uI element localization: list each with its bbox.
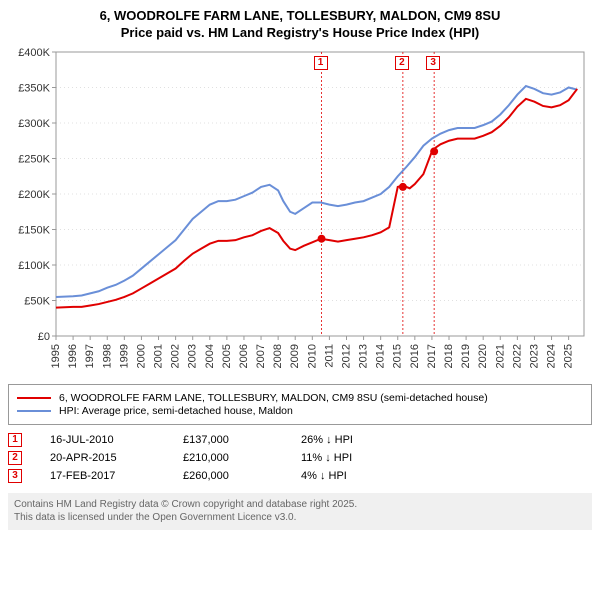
- svg-text:£150K: £150K: [18, 224, 50, 236]
- sale-row: 2 20-APR-2015 £210,000 11% ↓ HPI: [8, 449, 592, 467]
- svg-text:2011: 2011: [323, 344, 335, 368]
- sale-delta: 11% ↓ HPI: [301, 452, 411, 464]
- svg-text:2017: 2017: [426, 344, 438, 368]
- sale-marker-badge-2: 2: [395, 56, 409, 70]
- legend-item: HPI: Average price, semi-detached house,…: [17, 405, 583, 417]
- svg-text:2001: 2001: [153, 344, 165, 368]
- svg-text:2014: 2014: [375, 344, 387, 368]
- svg-text:2006: 2006: [238, 344, 250, 368]
- svg-text:2025: 2025: [563, 344, 575, 368]
- legend-label: 6, WOODROLFE FARM LANE, TOLLESBURY, MALD…: [59, 392, 488, 404]
- sale-row: 3 17-FEB-2017 £260,000 4% ↓ HPI: [8, 467, 592, 485]
- legend-swatch: [17, 397, 51, 400]
- svg-text:2021: 2021: [494, 344, 506, 368]
- svg-text:2007: 2007: [255, 344, 267, 368]
- svg-text:2005: 2005: [221, 344, 233, 368]
- legend-swatch: [17, 410, 51, 413]
- chart-title: 6, WOODROLFE FARM LANE, TOLLESBURY, MALD…: [8, 8, 592, 42]
- sale-row-badge: 1: [8, 433, 22, 447]
- svg-text:£50K: £50K: [24, 295, 50, 307]
- footer-line1: Contains HM Land Registry data © Crown c…: [14, 498, 586, 512]
- svg-text:1998: 1998: [101, 344, 113, 368]
- svg-text:2022: 2022: [511, 344, 523, 368]
- svg-text:2008: 2008: [272, 344, 284, 368]
- svg-text:2015: 2015: [392, 344, 404, 368]
- sale-row-badge: 2: [8, 451, 22, 465]
- svg-text:2004: 2004: [204, 344, 216, 368]
- svg-text:2019: 2019: [460, 344, 472, 368]
- chart-container: £0 £50K £100K £150K £200K £250K £300K £350K £400…: [8, 48, 592, 378]
- svg-text:2003: 2003: [187, 344, 199, 368]
- svg-text:2012: 2012: [340, 344, 352, 368]
- svg-text:£200K: £200K: [18, 189, 50, 201]
- svg-text:£350K: £350K: [18, 82, 50, 94]
- svg-text:£400K: £400K: [18, 48, 50, 59]
- sale-date: 17-FEB-2017: [50, 470, 155, 482]
- svg-text:2020: 2020: [477, 344, 489, 368]
- sale-price: £260,000: [183, 470, 273, 482]
- sale-date: 16-JUL-2010: [50, 434, 155, 446]
- sale-row-badge: 3: [8, 469, 22, 483]
- legend-label: HPI: Average price, semi-detached house,…: [59, 405, 293, 417]
- svg-text:1997: 1997: [84, 344, 96, 368]
- licence-footer: Contains HM Land Registry data © Crown c…: [8, 493, 592, 530]
- svg-text:2013: 2013: [358, 344, 370, 368]
- sale-delta: 26% ↓ HPI: [301, 434, 411, 446]
- svg-text:2024: 2024: [546, 344, 558, 368]
- svg-text:£0: £0: [38, 331, 50, 343]
- title-line1: 6, WOODROLFE FARM LANE, TOLLESBURY, MALD…: [8, 8, 592, 25]
- svg-text:£250K: £250K: [18, 153, 50, 165]
- sale-delta: 4% ↓ HPI: [301, 470, 411, 482]
- sale-price: £210,000: [183, 452, 273, 464]
- sales-table: 1 16-JUL-2010 £137,000 26% ↓ HPI 2 20-APR-201…: [8, 431, 592, 485]
- svg-text:£100K: £100K: [18, 260, 50, 272]
- svg-text:£300K: £300K: [18, 118, 50, 130]
- svg-text:2010: 2010: [306, 344, 318, 368]
- svg-text:1995: 1995: [50, 344, 62, 368]
- footer-line2: This data is licensed under the Open Gov…: [14, 511, 586, 525]
- svg-text:2016: 2016: [409, 344, 421, 368]
- title-line2: Price paid vs. HM Land Registry's House …: [8, 25, 592, 42]
- svg-text:1999: 1999: [118, 344, 130, 368]
- sale-marker-badge-3: 3: [426, 56, 440, 70]
- svg-text:2002: 2002: [170, 344, 182, 368]
- sale-row: 1 16-JUL-2010 £137,000 26% ↓ HPI: [8, 431, 592, 449]
- line-chart: £0 £50K £100K £150K £200K £250K £300K £350K £400…: [8, 48, 592, 378]
- legend-item: 6, WOODROLFE FARM LANE, TOLLESBURY, MALD…: [17, 392, 583, 404]
- legend: 6, WOODROLFE FARM LANE, TOLLESBURY, MALD…: [8, 384, 592, 425]
- sale-date: 20-APR-2015: [50, 452, 155, 464]
- svg-text:2009: 2009: [289, 344, 301, 368]
- svg-text:1996: 1996: [67, 344, 79, 368]
- sale-marker-badge-1: 1: [314, 56, 328, 70]
- svg-text:2018: 2018: [443, 344, 455, 368]
- sale-price: £137,000: [183, 434, 273, 446]
- svg-text:2000: 2000: [135, 344, 147, 368]
- svg-text:2023: 2023: [528, 344, 540, 368]
